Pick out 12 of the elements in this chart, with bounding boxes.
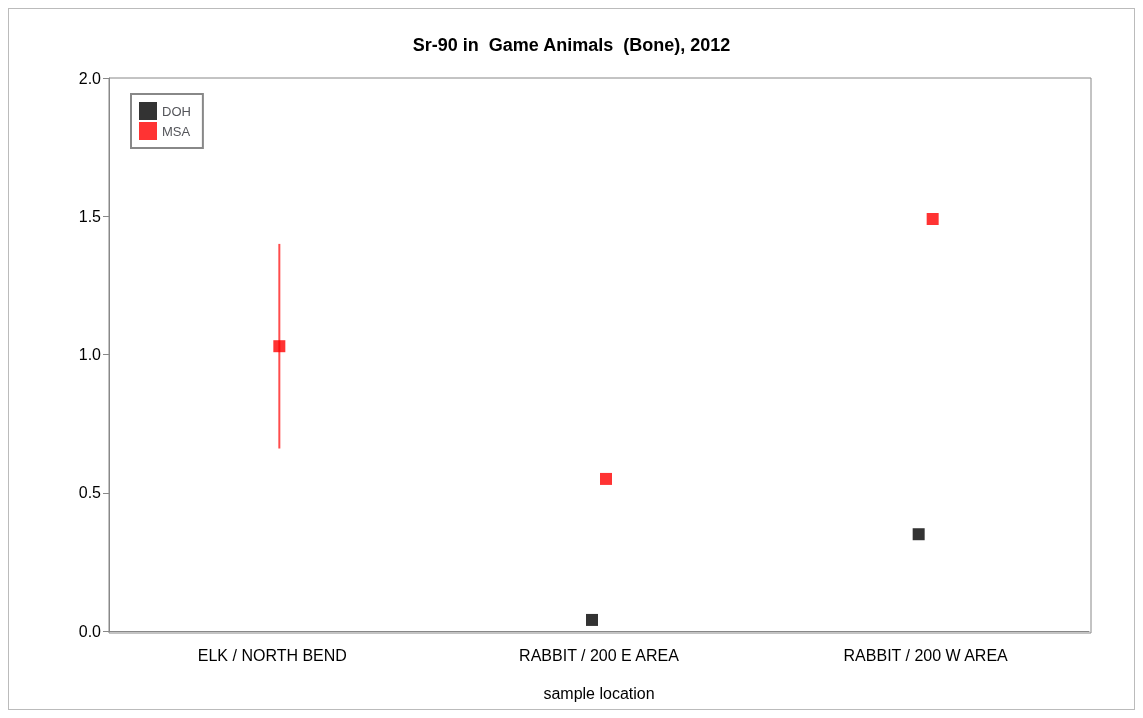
- x-tick-label: RABBIT / 200 E AREA: [519, 646, 680, 664]
- y-tick-label: 1.0: [78, 346, 102, 363]
- y-tick-label: 2.0: [78, 69, 102, 87]
- y-tick-label: 0.5: [78, 484, 102, 502]
- chart-title: Sr-90 in Game Animals (Bone), 2012: [412, 35, 731, 55]
- legend-label: MSA: [162, 123, 191, 139]
- x-axis-title: sample location: [543, 684, 655, 702]
- y-tick-label: 0.0: [78, 622, 102, 640]
- legend-label: DOH: [162, 103, 191, 119]
- y-tick-label: 1.5: [78, 207, 102, 225]
- x-tick-label: RABBIT / 200 W AREA: [843, 646, 1009, 664]
- x-tick-label: ELK / NORTH BEND: [197, 646, 347, 664]
